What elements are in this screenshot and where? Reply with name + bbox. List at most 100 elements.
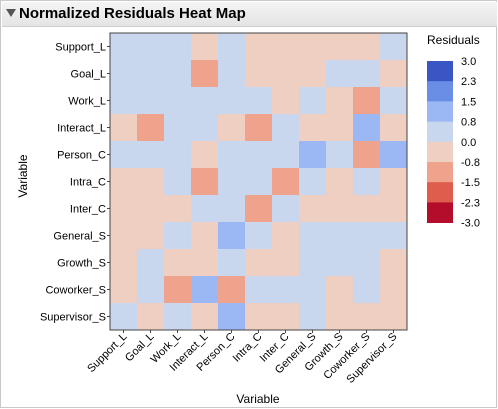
heat-cell-Support_L-Intra_C xyxy=(245,33,273,61)
heat-cell-Inter_C-Coworker_S xyxy=(353,195,381,223)
heat-cell-Interact_L-Interact_L xyxy=(191,114,219,142)
heat-cell-Support_L-Coworker_S xyxy=(353,33,381,61)
heat-cell-Intra_C-Interact_L xyxy=(191,168,219,196)
heat-cell-Support_L-Support_L xyxy=(110,33,138,61)
legend-swatch xyxy=(427,162,453,183)
heat-cell-Support_L-Growth_S xyxy=(326,33,354,61)
heat-cell-Supervisor_S-Support_L xyxy=(110,303,138,331)
heat-cell-Supervisor_S-Inter_C xyxy=(272,303,300,331)
heat-cell-Coworker_S-Supervisor_S xyxy=(380,276,408,304)
y-tick-label: General_S xyxy=(53,231,106,243)
legend-swatch xyxy=(427,81,453,102)
heat-cell-Work_L-Intra_C xyxy=(245,87,273,115)
y-tick-label: Coworker_S xyxy=(45,285,106,297)
heat-cell-Goal_L-Interact_L xyxy=(191,60,219,88)
heat-cell-Person_C-Growth_S xyxy=(326,141,354,169)
heat-cell-Support_L-Interact_L xyxy=(191,33,219,61)
heat-cell-Person_C-Support_L xyxy=(110,141,138,169)
heat-cell-Work_L-Interact_L xyxy=(191,87,219,115)
y-tick-label: Support_L xyxy=(55,42,106,54)
heat-cell-Coworker_S-Goal_L xyxy=(137,276,165,304)
heat-cell-Intra_C-Support_L xyxy=(110,168,138,196)
heat-cell-Goal_L-Goal_L xyxy=(137,60,165,88)
y-tick-label: Supervisor_S xyxy=(40,312,106,324)
heat-cell-Inter_C-Goal_L xyxy=(137,195,165,223)
heat-cell-Interact_L-Goal_L xyxy=(137,114,165,142)
heat-cell-Inter_C-Intra_C xyxy=(245,195,273,223)
heat-cell-Inter_C-Work_L xyxy=(164,195,192,223)
heat-cell-Inter_C-Supervisor_S xyxy=(380,195,408,223)
heat-cell-Person_C-Coworker_S xyxy=(353,141,381,169)
heat-cell-Person_C-Person_C xyxy=(218,141,246,169)
legend-swatch xyxy=(427,61,453,82)
y-tick-label: Inter_C xyxy=(70,204,106,216)
heat-cell-Goal_L-Coworker_S xyxy=(353,60,381,88)
heat-cell-Person_C-Supervisor_S xyxy=(380,141,408,169)
heat-cell-Interact_L-Inter_C xyxy=(272,114,300,142)
heat-cell-General_S-Growth_S xyxy=(326,222,354,250)
heat-cell-Supervisor_S-Intra_C xyxy=(245,303,273,331)
heat-cell-Intra_C-Work_L xyxy=(164,168,192,196)
heat-cell-Support_L-Work_L xyxy=(164,33,192,61)
heat-cell-Coworker_S-Inter_C xyxy=(272,276,300,304)
heat-cell-Inter_C-Growth_S xyxy=(326,195,354,223)
legend-swatch xyxy=(427,101,453,122)
disclosure-triangle-down-icon[interactable] xyxy=(6,9,16,17)
heat-cell-Work_L-Person_C xyxy=(218,87,246,115)
heat-cell-Interact_L-Person_C xyxy=(218,114,246,142)
heat-cell-Interact_L-Intra_C xyxy=(245,114,273,142)
heat-cell-General_S-Supervisor_S xyxy=(380,222,408,250)
heat-cell-General_S-General_S xyxy=(299,222,327,250)
heat-cell-Intra_C-Person_C xyxy=(218,168,246,196)
heat-cell-Person_C-Interact_L xyxy=(191,141,219,169)
heat-cell-General_S-Work_L xyxy=(164,222,192,250)
heat-cell-Coworker_S-Support_L xyxy=(110,276,138,304)
heat-cell-Growth_S-Growth_S xyxy=(326,249,354,277)
legend-tick-label: -2.3 xyxy=(461,197,480,209)
heat-cell-Interact_L-Supervisor_S xyxy=(380,114,408,142)
y-tick-label: Interact_L xyxy=(57,123,106,135)
heat-cell-Work_L-Coworker_S xyxy=(353,87,381,115)
heat-cell-Inter_C-Interact_L xyxy=(191,195,219,223)
heat-cell-Growth_S-Support_L xyxy=(110,249,138,277)
heat-cell-Work_L-Goal_L xyxy=(137,87,165,115)
heat-cell-Growth_S-General_S xyxy=(299,249,327,277)
heat-cell-Growth_S-Intra_C xyxy=(245,249,273,277)
heat-cell-Intra_C-Growth_S xyxy=(326,168,354,196)
heat-cell-Growth_S-Inter_C xyxy=(272,249,300,277)
heat-cell-Goal_L-Work_L xyxy=(164,60,192,88)
color-legend: Residuals 3.0 2.3 1.5 0.8 0.0 -0.8 -1.5 -2.3 -3.… xyxy=(427,33,480,230)
heat-cell-Goal_L-Intra_C xyxy=(245,60,273,88)
legend-swatch xyxy=(427,202,453,223)
y-tick-label: Goal_L xyxy=(71,69,106,81)
heat-cell-Goal_L-Person_C xyxy=(218,60,246,88)
legend-tick-label: -1.5 xyxy=(461,177,480,189)
heat-cell-Goal_L-General_S xyxy=(299,60,327,88)
heat-cell-Coworker_S-Coworker_S xyxy=(353,276,381,304)
heat-cell-Inter_C-General_S xyxy=(299,195,327,223)
heat-cell-Supervisor_S-Coworker_S xyxy=(353,303,381,331)
heat-cell-Coworker_S-Growth_S xyxy=(326,276,354,304)
heat-cell-Intra_C-Intra_C xyxy=(245,168,273,196)
heat-cell-Growth_S-Interact_L xyxy=(191,249,219,277)
heat-cell-Interact_L-General_S xyxy=(299,114,327,142)
heat-cell-General_S-Coworker_S xyxy=(353,222,381,250)
legend-title: Residuals xyxy=(427,33,480,47)
heat-cell-Interact_L-Support_L xyxy=(110,114,138,142)
legend-tick-label: -0.8 xyxy=(461,157,480,169)
y-tick-label: Growth_S xyxy=(57,258,106,270)
legend-tick-label: 3.0 xyxy=(461,56,476,68)
legend-swatch xyxy=(427,141,453,163)
heat-cell-Goal_L-Supervisor_S xyxy=(380,60,408,88)
x-tick-label: Intra_C xyxy=(231,331,265,365)
heat-cell-Growth_S-Person_C xyxy=(218,249,246,277)
heat-cell-Work_L-Work_L xyxy=(164,87,192,115)
x-axis-tick-labels: Support_LGoal_LWork_LInteract_LPerson_CI… xyxy=(85,330,400,386)
heat-cell-Interact_L-Work_L xyxy=(164,114,192,142)
heat-cell-Work_L-Inter_C xyxy=(272,87,300,115)
heat-cell-Supervisor_S-Work_L xyxy=(164,303,192,331)
panel-title: Normalized Residuals Heat Map xyxy=(19,5,246,22)
y-axis-tick-labels: Support_L Goal_L Work_L Interact_L Person_C I… xyxy=(40,42,110,324)
heat-cell-Intra_C-Inter_C xyxy=(272,168,300,196)
heat-cell-Person_C-Intra_C xyxy=(245,141,273,169)
